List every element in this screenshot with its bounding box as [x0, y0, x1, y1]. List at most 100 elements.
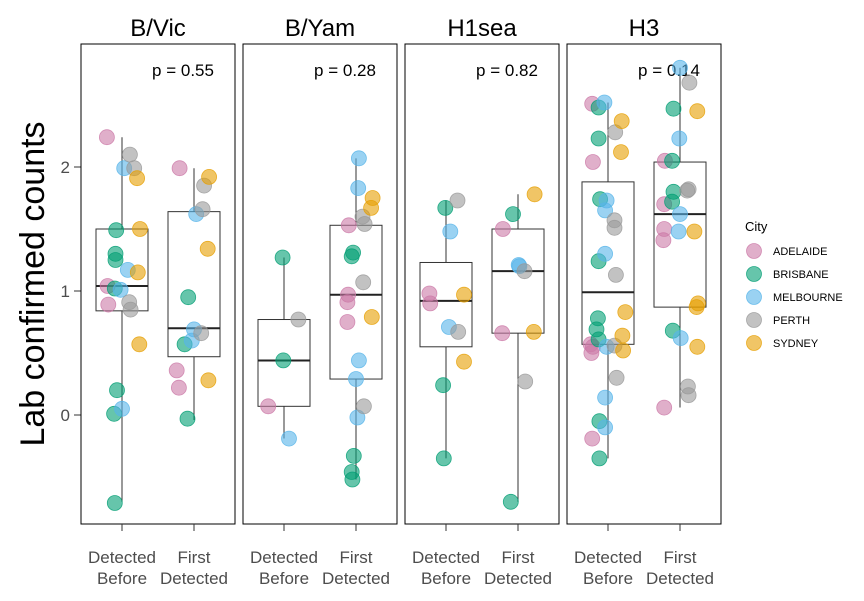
data-point-brisbane [665, 100, 682, 117]
data-point-perth [679, 182, 696, 199]
data-point-perth [449, 192, 466, 209]
data-point-sydney [363, 199, 380, 216]
data-point-melbourne [672, 206, 688, 223]
y-tick-label: 2 [61, 158, 70, 177]
x-tick-label: Detected [412, 548, 480, 567]
data-point-brisbane [179, 410, 196, 427]
data-point-perth [516, 263, 533, 280]
data-point-adelaide [340, 217, 357, 234]
data-point-brisbane [435, 450, 452, 467]
p-value-label: p = 0.55 [152, 61, 214, 80]
x-tick-label: Detected [574, 548, 642, 567]
data-point-adelaide [339, 294, 356, 311]
x-tick-label: Before [421, 569, 471, 588]
data-point-sydney [132, 221, 148, 237]
legend-label-melbourne: MELBOURNE [773, 292, 843, 304]
x-tick-label: Detected [484, 569, 552, 588]
data-point-sydney [617, 304, 634, 321]
data-point-melbourne [350, 150, 367, 167]
data-point-brisbane [275, 352, 292, 369]
data-point-melbourne [350, 352, 367, 369]
iqr-box [257, 319, 311, 407]
data-point-perth [681, 74, 698, 91]
data-point-melbourne [670, 223, 687, 240]
x-tick-label: First [663, 548, 696, 567]
data-point-brisbane [180, 289, 197, 306]
facet-panel-b-yam [242, 43, 398, 525]
data-point-sydney [129, 264, 146, 281]
p-value-label: p = 0.82 [476, 61, 538, 80]
data-point-melbourne [350, 180, 367, 197]
data-point-sydney [613, 144, 629, 161]
x-tick-label: First [339, 548, 372, 567]
data-point-adelaide [99, 129, 115, 146]
data-point-sydney [456, 286, 472, 303]
data-point-melbourne [442, 223, 459, 240]
data-point-adelaide [171, 160, 188, 177]
iqr-box [653, 161, 707, 308]
facet-title: B/Yam [285, 15, 355, 42]
data-point-sydney [689, 338, 706, 355]
data-point-brisbane [344, 471, 361, 488]
data-point-sydney [456, 353, 472, 370]
facet-panel-h3 [566, 43, 722, 525]
data-point-adelaide [583, 345, 600, 361]
data-point-brisbane [106, 495, 123, 511]
data-point-melbourne [672, 330, 689, 347]
x-tick-label: First [501, 548, 534, 567]
facet-title: B/Vic [130, 15, 186, 42]
data-point-perth [355, 398, 372, 415]
data-point-brisbane [502, 493, 519, 510]
facet-title: H1sea [447, 15, 517, 42]
data-point-adelaide [494, 221, 511, 237]
y-tick-label: 1 [61, 282, 70, 301]
data-point-brisbane [343, 248, 360, 265]
legend-swatch-melbourne [746, 289, 762, 305]
data-point-melbourne [348, 371, 364, 387]
data-point-brisbane [505, 206, 521, 223]
data-point-melbourne [281, 430, 297, 447]
data-point-perth [122, 301, 139, 318]
data-point-adelaide [656, 399, 673, 416]
legend-label-sydney: SYDNEY [773, 338, 819, 350]
data-point-brisbane [591, 450, 608, 467]
data-point-adelaide [584, 430, 601, 447]
data-point-sydney [689, 103, 706, 120]
data-point-sydney [613, 113, 630, 129]
facet-title: H3 [629, 15, 660, 42]
data-point-brisbane [107, 252, 124, 268]
data-point-sydney [526, 186, 543, 203]
y-tick-label: 0 [61, 406, 70, 425]
legend-label-brisbane: BRISBANE [773, 269, 829, 281]
x-tick-label: Detected [250, 548, 318, 567]
legend-swatch-sydney [746, 335, 762, 351]
facet-panel-b-vic [80, 43, 236, 525]
data-point-perth [680, 387, 697, 404]
data-point-sydney [201, 168, 218, 185]
data-point-sydney [614, 327, 631, 344]
data-point-perth [290, 311, 307, 328]
data-point-perth [356, 216, 373, 232]
data-point-perth [606, 219, 623, 236]
data-point-adelaide [655, 232, 672, 249]
legend-label-perth: PERTH [773, 315, 810, 327]
data-point-adelaide [260, 398, 277, 415]
y-axis-label: Lab confirmed counts [14, 121, 52, 446]
data-point-melbourne [112, 281, 129, 298]
data-point-melbourne [597, 419, 613, 436]
data-point-sydney [363, 309, 380, 325]
data-point-brisbane [664, 193, 680, 210]
data-point-sydney [200, 372, 217, 389]
data-point-perth [517, 373, 534, 390]
data-point-adelaide [339, 314, 356, 330]
data-point-sydney [199, 240, 216, 257]
data-point-perth [194, 201, 211, 218]
data-point-perth [608, 266, 624, 283]
data-point-adelaide [170, 379, 187, 396]
x-tick-label: Before [259, 569, 309, 588]
data-point-adelaide [422, 295, 439, 312]
facet-panel-h1sea [404, 43, 560, 525]
data-point-sydney [615, 342, 631, 359]
data-point-adelaide [100, 296, 117, 313]
x-tick-label: First [177, 548, 210, 567]
